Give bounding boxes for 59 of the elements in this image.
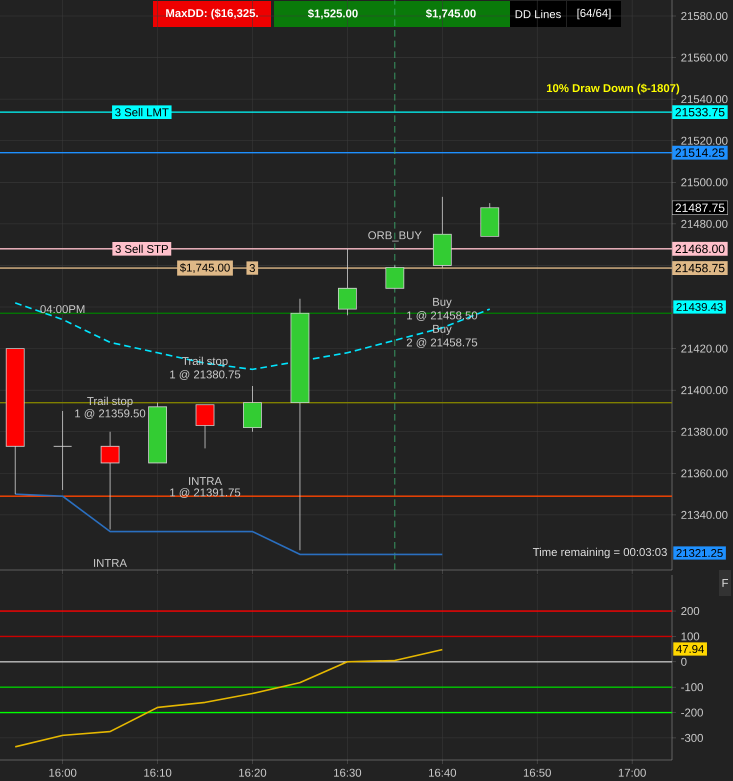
line-series	[14, 648, 444, 748]
y-tick-label: 21480.00	[681, 220, 728, 228]
annotation: [64/64]	[577, 8, 610, 20]
text: 21487.75	[676, 204, 724, 212]
y-tick-label: 21360.00	[681, 469, 728, 478]
annotation: Buy	[433, 324, 452, 336]
annotation: Buy	[433, 298, 452, 308]
y-tick-label: -300	[681, 734, 703, 742]
x-tick-label: 16:20	[239, 768, 266, 777]
annotation: 1 @ 21359.50	[75, 409, 146, 419]
y-tick-label: 21340.00	[681, 510, 728, 519]
y-tick-label: 21560.00	[681, 54, 728, 62]
annotation: 2 @ 21458.75	[406, 338, 478, 348]
x-tick-label: 17:00	[618, 768, 646, 777]
candlestick	[385, 265, 404, 289]
annotation: 10% Draw Down ($-1807)	[546, 84, 680, 94]
annotation: 1 @ 21458.50	[407, 311, 478, 321]
annotation: DD Lines	[516, 10, 561, 18]
ref-line-label: 21533.75	[676, 108, 724, 116]
y-tick-label: -200	[681, 708, 703, 717]
annotation: $1,525.00	[308, 8, 358, 20]
annotation: MaxDD: ($16,325.	[166, 8, 258, 20]
annotation: 3	[250, 264, 255, 272]
y-tick-label: 100	[682, 632, 700, 640]
x-tick-label: 16:40	[429, 768, 456, 777]
x-tick-label: 16:00	[49, 768, 76, 777]
annotation: INTRA	[94, 559, 127, 567]
annotation: $1,745.00	[180, 263, 230, 273]
annotation: 04:00PM	[40, 305, 84, 314]
annotation: INTRA	[189, 477, 222, 485]
text: 47.94	[676, 644, 704, 654]
y-tick-label: 21520.00	[681, 136, 728, 145]
text: 21439.43	[676, 302, 723, 312]
candlestick	[100, 431, 120, 530]
annotation: $1,745.00	[426, 8, 476, 20]
candlestick	[196, 404, 214, 449]
y-tick-label: 200	[681, 607, 700, 616]
y-tick-label: 21540.00	[681, 95, 728, 104]
y-tick-label: -100	[681, 683, 703, 692]
annotation: 3 Sell STP	[115, 244, 168, 253]
text: 21321.25	[676, 549, 723, 558]
y-tick-label: 21580.00	[681, 12, 728, 20]
annotation: 1 @ 21380.75	[170, 370, 240, 380]
x-tick-label: 16:50	[524, 768, 551, 777]
x-tick-label: 16:10	[144, 768, 172, 777]
y-tick-label: 21380.00	[681, 428, 728, 436]
annotation: Time remaining = 00:03:03	[532, 548, 667, 558]
ref-line-label: 21458.75	[676, 264, 724, 272]
y-tick-label: 21420.00	[681, 344, 728, 353]
y-tick-label: 21400.00	[681, 386, 728, 394]
candlestick	[53, 410, 72, 490]
y-tick-label: 0	[681, 658, 687, 666]
annotation: 3 Sell LMT	[115, 108, 169, 116]
x-tick-label: 16:30	[334, 768, 362, 777]
ref-line-label: 21514.25	[676, 148, 724, 157]
candlestick	[338, 248, 357, 316]
text: F	[722, 579, 728, 587]
y-tick-label: 21500.00	[681, 178, 728, 186]
ref-line-label: 21468.00	[676, 244, 725, 254]
